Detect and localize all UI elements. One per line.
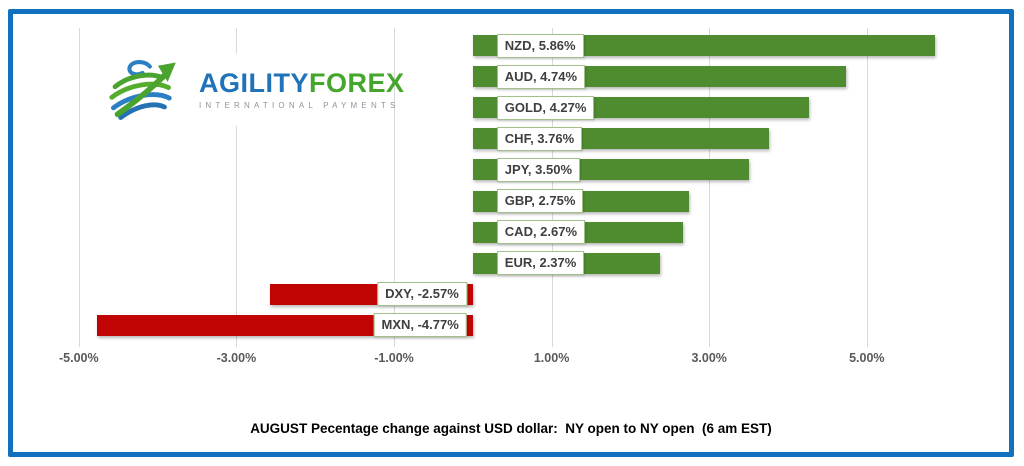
bar-label-cad: CAD, 2.67% [496,220,586,245]
x-tick-label: 3.00% [691,351,727,365]
bar-label-eur: EUR, 2.37% [496,251,585,276]
gridline [78,28,80,347]
x-tick-label: -1.00% [374,351,414,365]
x-tick-label: -3.00% [216,351,257,365]
bar-label-nzd: NZD, 5.86% [496,33,584,58]
gridline [709,28,711,347]
x-tick-label: 5.00% [849,351,885,365]
gridline [866,28,868,347]
gridline [394,28,395,347]
bar-label-jpy: JPY, 3.50% [496,157,581,182]
brand-primary: AGILITY [199,68,309,98]
bar-label-gold: GOLD, 4.27% [496,95,595,120]
bar-label-aud: AUD, 4.74% [496,64,586,89]
bar-label-mxn: MXN, -4.77% [373,313,467,338]
bar-label-gbp: GBP, 2.75% [496,189,584,213]
chart-caption: AUGUST Pecentage change against USD doll… [250,421,772,436]
brand-tagline: INTERNATIONAL PAYMENTS [199,101,400,110]
gridline [236,28,238,347]
x-tick-label: -5.00% [58,351,99,365]
brand-name: AGILITYFOREX [199,70,405,97]
gridline [551,28,553,347]
logo-text: AGILITYFOREX INTERNATIONAL PAYMENTS [199,70,405,111]
globe-arrow-icon [109,60,176,120]
bar-label-chf: CHF, 3.76% [496,126,583,151]
x-tick-label: 1.00% [533,351,570,365]
bar-label-dxy: DXY, -2.57% [377,282,467,307]
brand-secondary: FOREX [309,68,405,98]
bar-nzd [472,35,935,56]
agilityforex-logo: AGILITYFOREX INTERNATIONAL PAYMENTS [104,54,404,126]
